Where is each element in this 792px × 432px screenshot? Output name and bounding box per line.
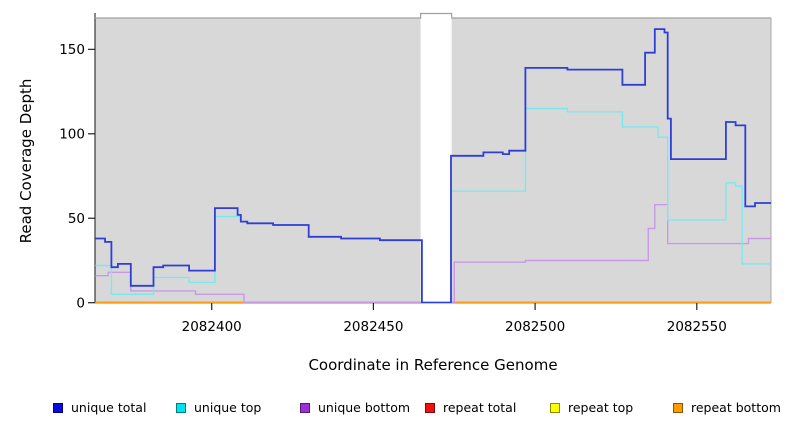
legend-item-repeat-total: repeat total [425, 401, 516, 415]
legend-label: unique bottom [318, 400, 411, 415]
legend-swatch-repeat-total [425, 403, 435, 413]
y-tick-label: 100 [59, 127, 85, 143]
legend-label: repeat total [443, 400, 517, 415]
y-tick-label: 50 [68, 211, 85, 227]
legend-swatch-repeat-bottom [673, 403, 683, 413]
series-lines [95, 28, 771, 303]
series-line-unique-total [95, 28, 771, 303]
x-axis-title: Coordinate in Reference Genome [308, 356, 557, 374]
no-data-gap-band [420, 13, 452, 303]
legend-item-unique-bottom: unique bottom [300, 401, 410, 415]
x-tick-label: 2082450 [343, 319, 403, 335]
y-tick-label: 0 [76, 295, 85, 311]
legend-label: repeat bottom [691, 400, 781, 415]
plot-panel [94, 12, 772, 304]
panel-top-border [95, 12, 771, 19]
legend-item-repeat-bottom: repeat bottom [673, 401, 781, 415]
y-tick-label: 150 [59, 42, 85, 58]
x-tick-label: 2082550 [667, 319, 727, 335]
legend-item-unique-total: unique total [53, 401, 146, 415]
y-axis-title: Read Coverage Depth [17, 79, 35, 244]
coverage-plot: 0 50 100 150 2082400 2082450 2082500 2082550 Co… [17, 12, 772, 374]
legend-swatch-unique-bottom [300, 403, 310, 413]
legend-item-repeat-top: repeat top [550, 401, 633, 415]
legend-swatch-unique-top [176, 403, 186, 413]
legend-label: unique total [71, 400, 147, 415]
legend-item-unique-top: unique top [176, 401, 261, 415]
legend-label: repeat top [568, 400, 634, 415]
legend-label: unique top [194, 400, 262, 415]
chart-legend: unique total unique top unique bottom repea… [0, 401, 792, 421]
axes-ticks: 0 50 100 150 2082400 2082450 2082500 2082550 [59, 42, 727, 335]
x-tick-label: 2082400 [182, 319, 242, 335]
legend-swatch-repeat-top [550, 403, 560, 413]
legend-swatch-unique-total [53, 403, 63, 413]
x-tick-label: 2082500 [505, 319, 565, 335]
